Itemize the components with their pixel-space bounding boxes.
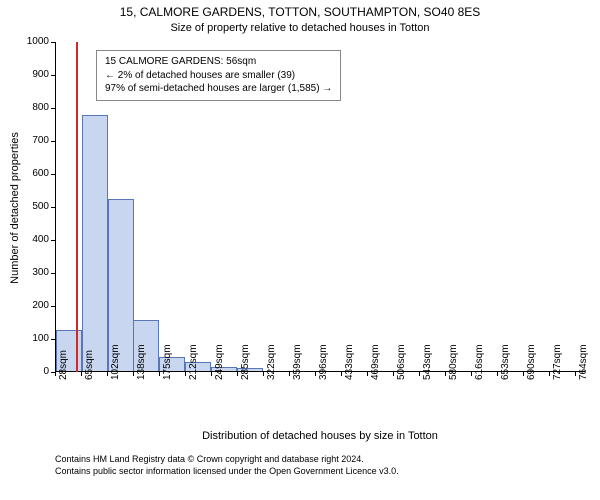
x-tick-mark	[471, 372, 472, 376]
x-tick-mark	[185, 372, 186, 376]
chart-subtitle: Size of property relative to detached ho…	[0, 22, 600, 34]
footer-line-2: Contains public sector information licen…	[55, 466, 399, 476]
x-tick-label: 690sqm	[526, 344, 537, 380]
x-tick-mark	[419, 372, 420, 376]
y-tick-label: 200	[0, 300, 49, 311]
x-tick-mark	[107, 372, 108, 376]
x-tick-label: 469sqm	[370, 344, 381, 380]
footer-line-1: Contains HM Land Registry data © Crown c…	[55, 454, 364, 464]
x-tick-label: 506sqm	[396, 344, 407, 380]
x-tick-label: 764sqm	[578, 344, 589, 380]
y-tick-label: 1000	[0, 36, 49, 47]
y-tick-mark	[51, 306, 55, 307]
y-tick-label: 400	[0, 234, 49, 245]
x-tick-label: 102sqm	[110, 344, 121, 380]
y-tick-mark	[51, 174, 55, 175]
y-tick-mark	[51, 108, 55, 109]
x-axis-label: Distribution of detached houses by size …	[55, 430, 585, 442]
y-tick-mark	[51, 240, 55, 241]
y-tick-mark	[51, 207, 55, 208]
x-tick-label: 28sqm	[58, 350, 69, 380]
x-tick-mark	[237, 372, 238, 376]
x-tick-mark	[211, 372, 212, 376]
x-tick-label: 653sqm	[500, 344, 511, 380]
y-tick-mark	[51, 42, 55, 43]
x-tick-mark	[133, 372, 134, 376]
y-tick-mark	[51, 273, 55, 274]
x-tick-label: 433sqm	[344, 344, 355, 380]
y-tick-mark	[51, 339, 55, 340]
x-tick-label: 616sqm	[474, 344, 485, 380]
chart-title: 15, CALMORE GARDENS, TOTTON, SOUTHAMPTON…	[0, 5, 600, 19]
y-tick-label: 700	[0, 135, 49, 146]
x-tick-label: 580sqm	[448, 344, 459, 380]
x-tick-label: 212sqm	[188, 344, 199, 380]
x-tick-mark	[575, 372, 576, 376]
x-tick-mark	[445, 372, 446, 376]
legend-line-3: 97% of semi-detached houses are larger (…	[105, 82, 332, 96]
plot-area: 15 CALMORE GARDENS: 56sqm← 2% of detache…	[55, 42, 585, 372]
y-tick-label: 0	[0, 366, 49, 377]
y-tick-label: 900	[0, 69, 49, 80]
x-tick-mark	[81, 372, 82, 376]
y-tick-label: 600	[0, 168, 49, 179]
x-tick-mark	[549, 372, 550, 376]
x-tick-label: 285sqm	[240, 344, 251, 380]
x-tick-label: 322sqm	[266, 344, 277, 380]
legend-line-1: 15 CALMORE GARDENS: 56sqm	[105, 55, 332, 69]
y-tick-mark	[51, 141, 55, 142]
x-tick-mark	[497, 372, 498, 376]
y-tick-mark	[51, 75, 55, 76]
x-tick-mark	[289, 372, 290, 376]
legend-line-2: ← 2% of detached houses are smaller (39)	[105, 69, 332, 83]
x-tick-label: 65sqm	[84, 350, 95, 380]
x-tick-label: 175sqm	[162, 344, 173, 380]
x-tick-label: 359sqm	[292, 344, 303, 380]
histogram-bar	[82, 115, 108, 371]
legend-box: 15 CALMORE GARDENS: 56sqm← 2% of detache…	[96, 50, 341, 101]
x-tick-mark	[367, 372, 368, 376]
x-tick-mark	[315, 372, 316, 376]
x-tick-mark	[55, 372, 56, 376]
x-tick-label: 727sqm	[552, 344, 563, 380]
y-tick-label: 500	[0, 201, 49, 212]
x-tick-label: 138sqm	[136, 344, 147, 380]
x-tick-mark	[393, 372, 394, 376]
x-tick-label: 396sqm	[318, 344, 329, 380]
y-tick-label: 100	[0, 333, 49, 344]
x-tick-mark	[341, 372, 342, 376]
x-tick-label: 249sqm	[214, 344, 225, 380]
x-tick-mark	[263, 372, 264, 376]
x-tick-label: 543sqm	[422, 344, 433, 380]
y-tick-label: 800	[0, 102, 49, 113]
x-tick-mark	[159, 372, 160, 376]
x-tick-mark	[523, 372, 524, 376]
y-tick-label: 300	[0, 267, 49, 278]
marker-vertical-line	[76, 42, 78, 372]
chart-container: 15, CALMORE GARDENS, TOTTON, SOUTHAMPTON…	[0, 0, 600, 500]
